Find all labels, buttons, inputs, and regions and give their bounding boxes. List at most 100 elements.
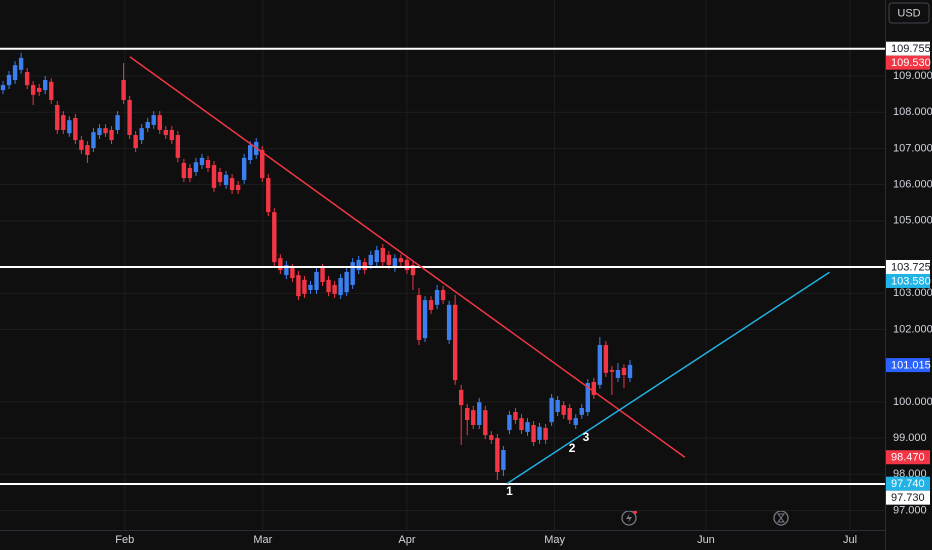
candle-body (555, 400, 560, 412)
candle-body (326, 279, 331, 293)
candle-body (235, 184, 241, 191)
candle-body (495, 438, 500, 473)
candle-body (513, 411, 518, 420)
candle-body (308, 284, 313, 290)
replay-icon[interactable] (621, 510, 637, 526)
y-tick-label: 103.000 (893, 287, 932, 299)
candle-body (157, 115, 162, 130)
candle-body (61, 115, 66, 130)
candle-body (302, 279, 307, 294)
candle-body (320, 267, 325, 283)
price-flag (886, 273, 930, 288)
candle-body (6, 74, 12, 86)
price-flag (886, 259, 930, 274)
candle-body (115, 115, 120, 130)
price-flag-label: 109.530 (891, 57, 931, 69)
candle-body (223, 174, 229, 185)
candle-body (103, 128, 108, 134)
candle-body (247, 145, 253, 161)
candle-body (549, 397, 554, 423)
candle-body (121, 80, 126, 100)
y-tick-label: 105.000 (893, 215, 932, 227)
candle-body (585, 383, 590, 412)
candle-body (79, 140, 84, 150)
candle-body (627, 364, 633, 378)
candle-body (145, 122, 150, 129)
candle-body (163, 129, 168, 136)
currency: USD (897, 7, 920, 19)
y-tick-label: 106.000 (893, 179, 932, 191)
candle-body (344, 271, 349, 293)
price-flag (886, 41, 930, 56)
candle-body (12, 65, 18, 81)
price-flag (886, 358, 930, 373)
candle-body (49, 81, 54, 100)
candle-body (477, 402, 482, 426)
x-tick-label: May (544, 534, 565, 546)
wave-label: 3 (583, 430, 590, 444)
wave-label: 1 (506, 484, 513, 498)
candle-body (621, 367, 627, 376)
x-tick-label: Jul (843, 534, 857, 546)
y-tick-label: 97.000 (893, 504, 927, 516)
x-tick-label: Apr (398, 534, 415, 546)
candle-body (543, 427, 548, 440)
candle-body (284, 265, 289, 276)
candle-body (428, 300, 434, 310)
candle-body (422, 300, 428, 339)
candle-body (386, 254, 392, 265)
price-flag-label: 109.755 (891, 43, 931, 55)
icon-ring (773, 510, 789, 526)
icon-bolt (626, 513, 632, 523)
candle-body (458, 389, 464, 406)
candle-body (169, 129, 175, 141)
candle-body (350, 262, 355, 285)
x-tick-label: Jun (697, 534, 715, 546)
candle-body (241, 157, 247, 180)
candle-body (290, 267, 295, 279)
candle-body (24, 72, 30, 86)
candle-body (97, 128, 102, 136)
candle-body (133, 135, 138, 149)
wave-label: 2 (569, 441, 576, 455)
price-flag-label: 98.470 (891, 452, 925, 464)
candle-body (314, 271, 319, 290)
candle-body (471, 410, 476, 426)
candle-body (410, 265, 416, 276)
y-tick-label: 100.000 (893, 396, 932, 408)
price-flag (886, 450, 930, 465)
candle-body (181, 162, 187, 179)
candle-body (187, 167, 193, 179)
price-flag-label: 101.015 (891, 360, 931, 372)
candle-body (561, 405, 566, 415)
candle-body (603, 345, 609, 373)
candle-body (85, 145, 90, 155)
candle-body (296, 275, 301, 297)
candle-body (392, 258, 398, 268)
candle-body (67, 120, 72, 134)
price-flag-label: 97.730 (891, 492, 925, 504)
price-flag-label: 103.580 (891, 275, 931, 287)
candle-body (43, 80, 48, 91)
candle-body (266, 178, 271, 213)
y-tick-label: 107.000 (893, 142, 932, 154)
candle-body (465, 407, 470, 420)
candle-body (567, 407, 572, 420)
candle-body (91, 132, 96, 149)
candle-body (519, 418, 524, 431)
price-flag-label: 103.725 (891, 261, 931, 273)
y-tick-label: 108.000 (893, 106, 932, 118)
timer-icon[interactable] (773, 510, 789, 526)
candle-body (416, 295, 422, 340)
candle-body (260, 149, 265, 179)
trend-line (129, 56, 686, 458)
candle-body (18, 57, 24, 70)
icon-dot (633, 510, 637, 514)
currency-box[interactable] (888, 2, 930, 24)
candle-body (139, 128, 144, 141)
candle-body (272, 212, 277, 263)
candle-body (591, 381, 597, 395)
candle-body (489, 435, 494, 440)
candle-body (615, 369, 621, 378)
